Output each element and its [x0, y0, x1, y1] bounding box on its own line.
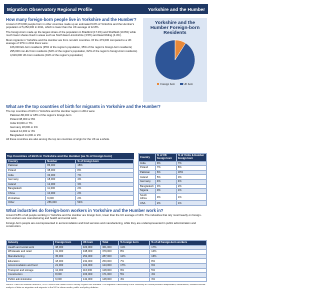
header-region: Yorkshire and the Humber [147, 6, 205, 12]
list-item: Pakistan 86,000 or 18% of the region's f… [10, 114, 72, 118]
header-cell: Country [138, 153, 156, 162]
cell: 256,000 [45, 199, 77, 206]
table: Industry Foreign born UK born Total% foreig… [6, 240, 207, 282]
cell: South Africa [138, 192, 156, 202]
list-item: Germany 18,000 or 4% [10, 126, 38, 130]
list-item: Poland 38,000 or 8% [10, 118, 36, 122]
header-row: Country Number% of foreign born [6, 158, 134, 165]
header-cell: % of UK foreign born [154, 153, 177, 162]
section-heading: What are the top countries of birth for … [6, 104, 161, 109]
cell: 3% [154, 192, 177, 202]
footer: Source: Office for National Statistics, … [6, 284, 206, 289]
header-cell: % of Yorks & Humber foreign born [175, 153, 207, 162]
legend-label: UK born [183, 82, 194, 86]
paragraph: Around 9.8% of all people working in Yor… [6, 214, 202, 221]
page: { "header": {"title": "Migration Observa… [4, 4, 208, 289]
row: Education 18,000 232,000 250,000 7% 8% [6, 258, 207, 264]
cell: Other [6, 199, 47, 206]
bullet: 166,000 EU-born residents (35% of the re… [10, 46, 133, 50]
legend-item: UK born [180, 83, 193, 86]
bullet: 4,919,000 UK-born residents (91% of the … [10, 54, 83, 58]
paragraph: Most migrants in Yorkshire and the Humbe… [6, 38, 132, 45]
header-bar: Migration Observatory Regional Profile Y… [4, 4, 208, 14]
legend-item: Foreign born [156, 82, 176, 86]
table-industries: Industry Foreign born UK born Total% foreig… [6, 240, 207, 282]
cell: 2% [154, 204, 177, 206]
paragraph: Foreign-born people are overrepresented … [6, 221, 196, 229]
legend-swatch [180, 82, 183, 86]
cell: 1% [175, 192, 207, 202]
pie-box: Yorkshire and the Humber Foreign-born Re… [143, 18, 207, 102]
legend-label: Foreign born [160, 82, 176, 86]
list-item: Ireland 12,000 or 3% [10, 130, 35, 134]
paragraph: All these countries are also among the t… [6, 137, 110, 141]
legend-swatch [156, 82, 160, 86]
row: South Africa 3% 1% [138, 192, 207, 202]
paragraph: The foreign-born made up the largest sha… [6, 30, 136, 38]
pie-slice [154, 39, 196, 80]
pie-legend: Foreign born UK born [143, 83, 207, 86]
cell: Jamaica [138, 204, 156, 206]
row: Other 256,000 54% [6, 199, 134, 206]
section-heading: How many foreign-born people live in Yor… [6, 17, 137, 22]
cell: 1% [175, 204, 207, 206]
row: India 9% 7% [138, 160, 207, 167]
section-heading: What industries do foreign-born workers … [6, 208, 164, 213]
table: Country% of UK foreign born% of Yorks & … [138, 153, 207, 206]
table: Country Number% of foreign born Pakistan 86… [6, 158, 134, 206]
section-countries: What are the top countries of birth for … [6, 104, 206, 152]
section-foreign-born: How many foreign-born people live in Yor… [6, 17, 140, 102]
paragraph: The top countries of birth in Yorkshire … [6, 110, 96, 113]
list-item: India 33,000 or 7% [10, 122, 33, 126]
row: Jamaica2%1% [138, 204, 207, 206]
table-top-countries: Top Countries of Birth in Yorkshire and … [6, 153, 134, 206]
paragraph: A total of 473,000 people born in other … [6, 23, 135, 30]
table-uk-comparison: Country% of UK foreign born% of Yorks & … [138, 153, 207, 206]
pie-title: Yorkshire and the Humber Foreign-born Re… [150, 21, 200, 37]
section-industries: What industries do foreign-born workers … [6, 208, 206, 239]
header-title: Migration Observatory Regional Profile [7, 6, 93, 12]
cell: 54% [75, 199, 134, 206]
pie-chart [154, 39, 196, 80]
header-row: Country% of UK foreign born% of Yorks & … [138, 153, 207, 162]
bullet: 295,000 non-EU born residents (62% of th… [10, 50, 138, 54]
table-title: Top Countries of Birth in Yorkshire and … [6, 153, 134, 159]
list-item: Bangladesh 11,000 or 2% [10, 133, 41, 137]
